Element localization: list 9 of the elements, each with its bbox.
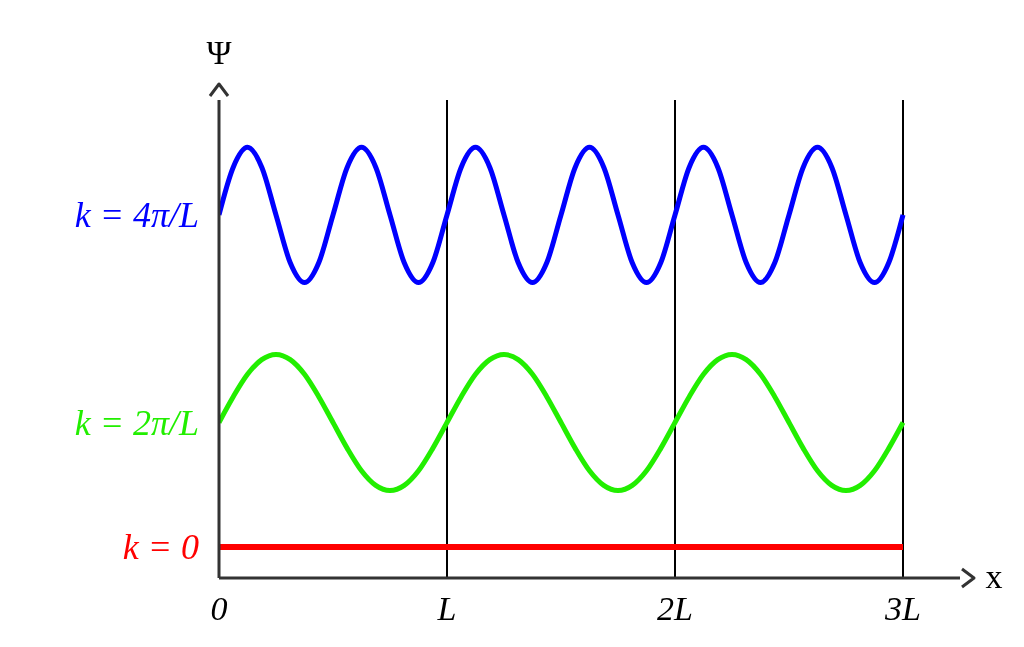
x-tick-label: 2L	[657, 590, 693, 627]
x-tick-label: 3L	[884, 590, 921, 627]
x-axis-title: x	[985, 558, 1003, 595]
x-tick-label: L	[436, 590, 457, 627]
y-axis-title: Ψ	[206, 34, 232, 71]
x-tick-label: 0	[210, 590, 228, 627]
series-label: k = 2π/L	[74, 402, 199, 443]
series-label: k = 0	[122, 526, 199, 567]
series-label: k = 4π/L	[74, 194, 199, 235]
